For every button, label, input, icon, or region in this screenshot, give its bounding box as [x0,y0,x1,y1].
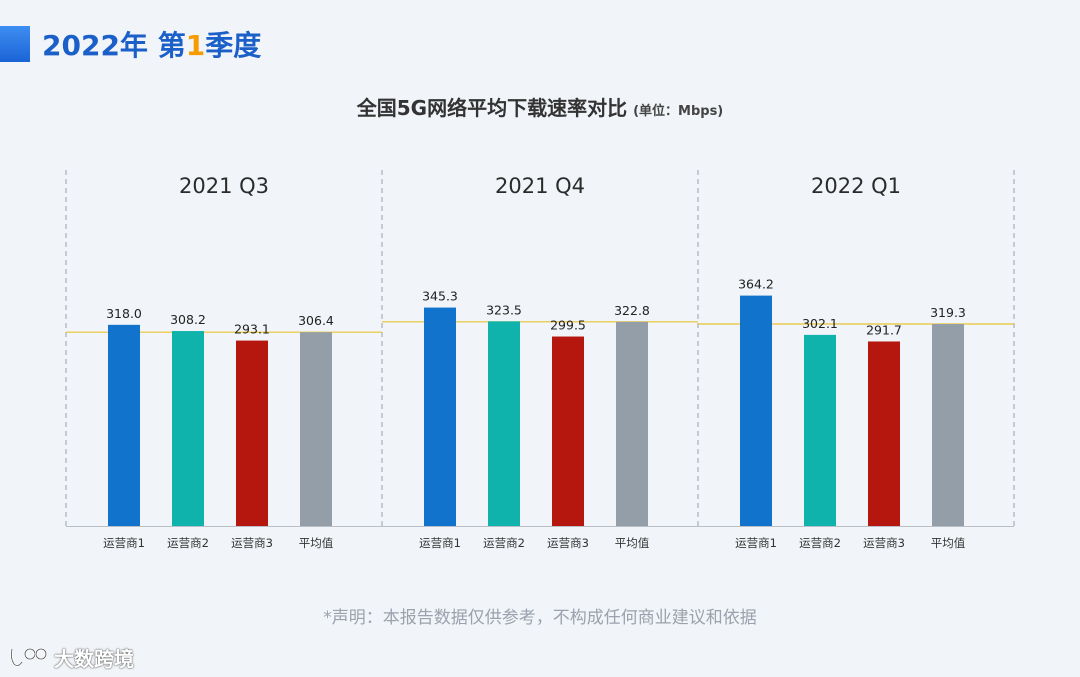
x-category-label: 运营商3 [863,536,905,550]
bar-value-label: 364.2 [738,277,774,292]
bar-value-label: 306.4 [298,313,334,328]
x-category-label: 运营商2 [167,536,209,550]
x-category-label: 运营商1 [103,536,145,550]
page-title: 2022年 第1季度 [42,24,261,64]
chart-title: 全国5G网络平均下载速率对比 (单位：Mbps) [0,92,1080,121]
bar-运营商1 [424,307,456,526]
bar-value-label: 318.0 [106,306,142,321]
chart-title-text: 全国5G网络平均下载速率对比 [356,96,628,120]
x-category-label: 运营商2 [483,536,525,550]
panel-label: 2021 Q3 [179,174,269,198]
chart-unit: (单位：Mbps) [633,104,724,119]
bar-value-label: 302.1 [802,316,838,331]
panel-label: 2021 Q4 [495,174,585,198]
bar-value-label: 345.3 [422,289,458,304]
bar-value-label: 291.7 [866,322,902,337]
bar-平均值 [616,321,648,526]
bar-value-label: 322.8 [614,303,650,318]
bar-value-label: 293.1 [234,322,270,337]
bar-平均值 [932,324,964,526]
x-category-label: 运营商3 [231,536,273,550]
title-quarter-number: 1 [185,29,206,62]
brand-watermark: 大数跨境 [8,643,134,671]
panel-label: 2022 Q1 [811,174,901,198]
x-category-label: 运营商3 [547,536,589,550]
bar-value-label: 299.5 [550,318,586,333]
bar-value-label: 323.5 [486,302,522,317]
title-year: 2022年 [42,29,148,62]
bar-运营商2 [488,321,520,526]
bar-value-label: 319.3 [930,305,966,320]
bar-运营商1 [740,295,772,526]
x-category-label: 运营商1 [419,536,461,550]
bar-运营商3 [236,340,268,526]
disclaimer-note: *声明：本报告数据仅供参考，不构成任何商业建议和依据 [323,608,757,628]
bar-运营商1 [108,324,140,526]
brand-logo-icon [10,647,48,667]
bar-运营商3 [552,336,584,526]
bar-运营商2 [172,331,204,526]
x-category-label: 运营商1 [735,536,777,550]
x-category-label: 运营商2 [799,536,841,550]
bar-运营商3 [868,341,900,526]
title-quarter-suffix: 季度 [205,29,262,62]
title-quarter-prefix: 第 [157,29,186,62]
bar-value-label: 308.2 [170,312,206,327]
bar-运营商2 [804,334,836,526]
x-category-label: 平均值 [299,536,334,550]
x-category-label: 平均值 [615,536,650,550]
brand-name: 大数跨境 [54,646,134,671]
bar-平均值 [300,332,332,526]
header-accent-bar [0,26,30,62]
x-category-label: 平均值 [931,536,966,550]
